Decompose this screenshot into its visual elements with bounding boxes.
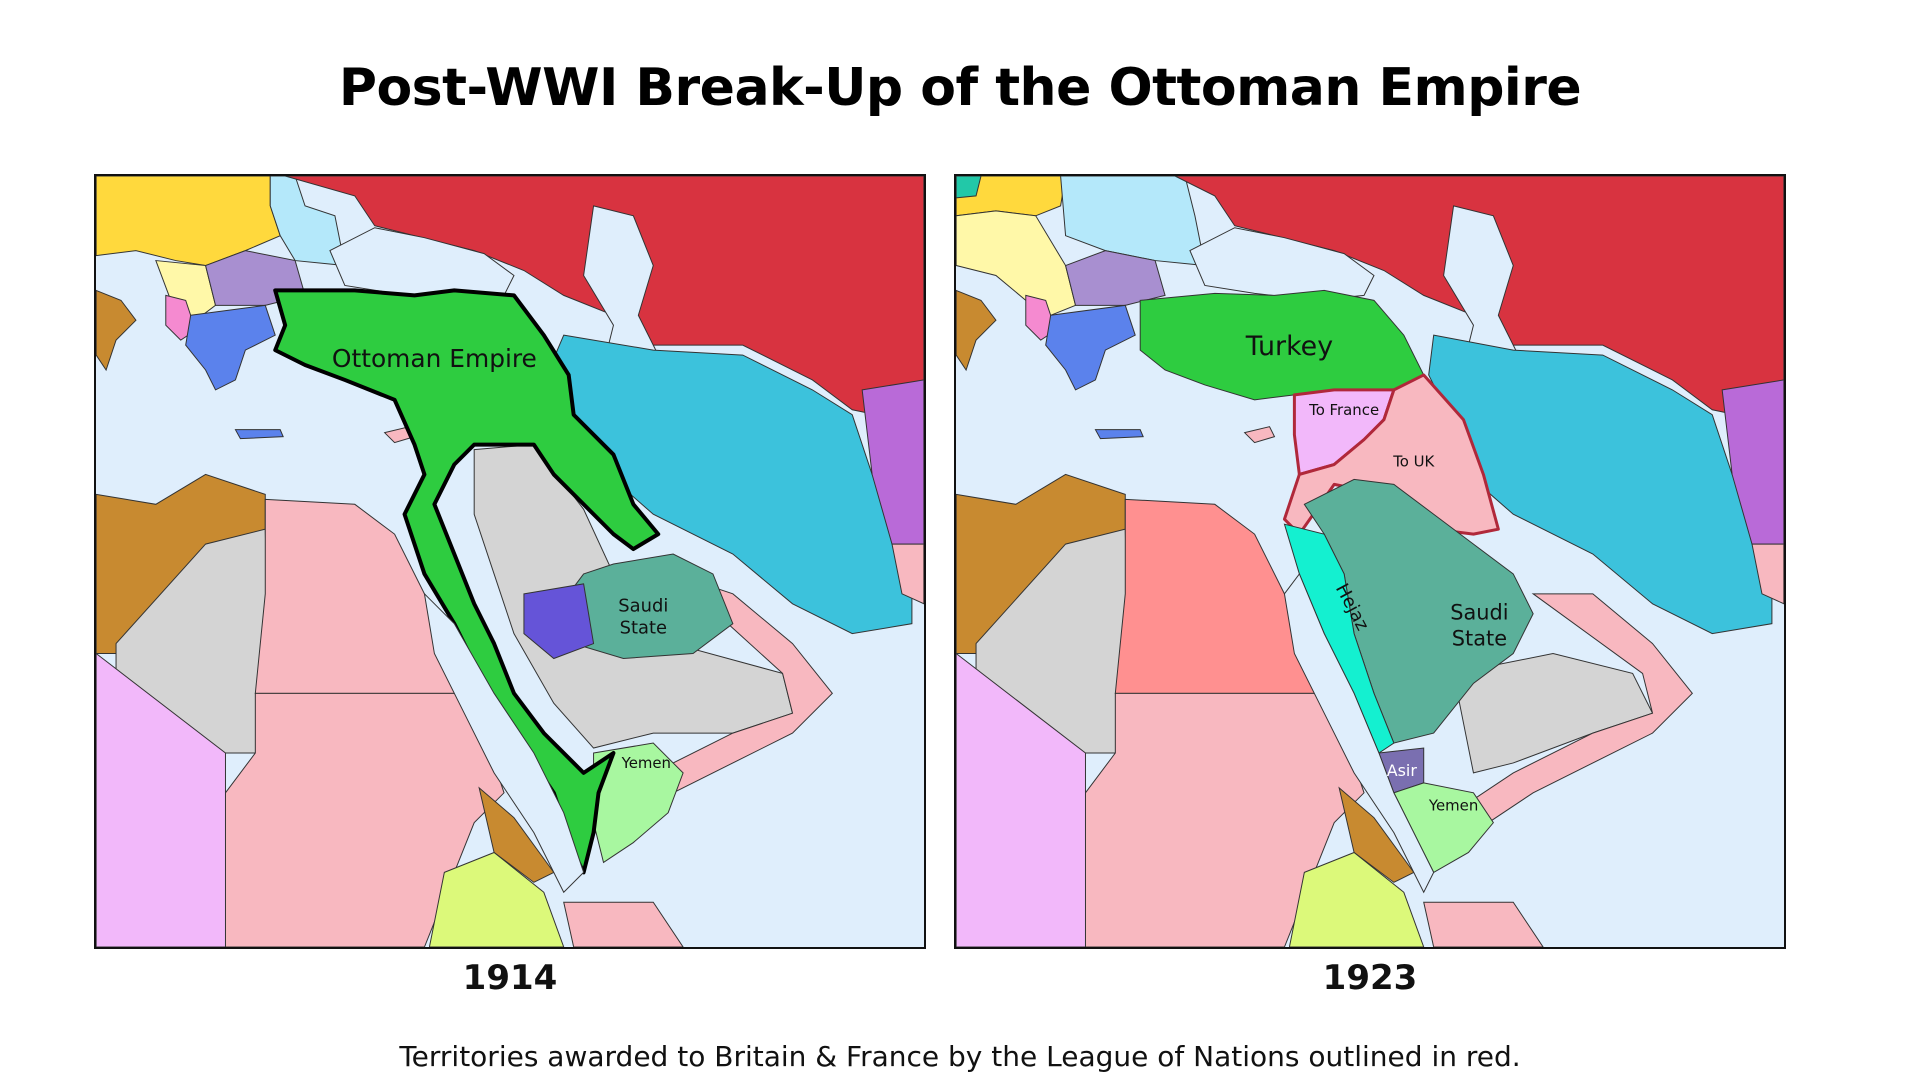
region-italy-1914 (96, 289, 137, 372)
red-sea-1923 (1283, 572, 1435, 894)
region-slovenia-1923 (956, 176, 982, 199)
label-saudi-state-1914-line1: Saudi (618, 596, 668, 617)
region-abyssinia-1914 (428, 851, 565, 947)
region-abyssinia-1923 (1288, 851, 1425, 947)
page-title: Post-WWI Break-Up of the Ottoman Empire (338, 58, 1582, 118)
region-oman-1923 (1452, 593, 1693, 834)
label-saudi-state-1923-line1: Saudi (1450, 601, 1508, 625)
region-west-africa-1923 (956, 652, 1086, 947)
region-baluchistan-1914 (891, 543, 924, 605)
region-eritrea-1914 (478, 786, 555, 883)
map-1914: Ottoman Empire Saudi State Yemen (94, 174, 926, 949)
map-1914-svg: Ottoman Empire Saudi State Yemen (96, 176, 924, 947)
region-italy-1923 (956, 289, 997, 372)
region-somaliland-1914 (563, 901, 684, 947)
island-crete-1914 (234, 429, 284, 440)
island-cyprus-1923 (1243, 426, 1276, 444)
island-crete-1923 (1094, 429, 1144, 440)
region-west-africa-1914 (96, 652, 226, 947)
caption: Territories awarded to Britain & France … (399, 1040, 1521, 1073)
region-romania-1923 (1060, 176, 1206, 267)
label-yemen-1914: Yemen (621, 754, 671, 772)
black-sea-1914 (329, 227, 515, 301)
label-ottoman-empire: Ottoman Empire (332, 344, 537, 373)
region-eritrea-1923 (1338, 786, 1415, 883)
year-label-1914: 1914 (462, 958, 558, 998)
label-saudi-state-1914-line2: State (620, 618, 667, 639)
black-sea-1923 (1189, 227, 1375, 301)
region-greece-1923 (1045, 304, 1136, 391)
region-baluchistan-1923 (1751, 543, 1784, 605)
region-ottoman-empire (273, 288, 661, 875)
map-1923-svg: Turkey To France To UK Hejaz Saudi State… (956, 176, 1784, 947)
year-label-1923: 1923 (1322, 958, 1418, 998)
region-yugoslavia-1923 (956, 210, 1077, 316)
region-somaliland-1923 (1423, 901, 1544, 947)
label-to-uk: To UK (1392, 452, 1435, 470)
label-to-france: To France (1308, 401, 1379, 419)
region-jabal-shammar-1914 (523, 583, 595, 660)
red-sea-1914 (423, 592, 585, 894)
label-yemen-1923: Yemen (1428, 797, 1478, 815)
label-asir: Asir (1387, 761, 1418, 780)
map-1923: Turkey To France To UK Hejaz Saudi State… (954, 174, 1786, 949)
region-bulgaria-1923 (1064, 250, 1166, 306)
region-greece-1914 (185, 304, 276, 391)
label-turkey: Turkey (1245, 331, 1334, 362)
label-saudi-state-1923-line2: State (1452, 627, 1507, 651)
